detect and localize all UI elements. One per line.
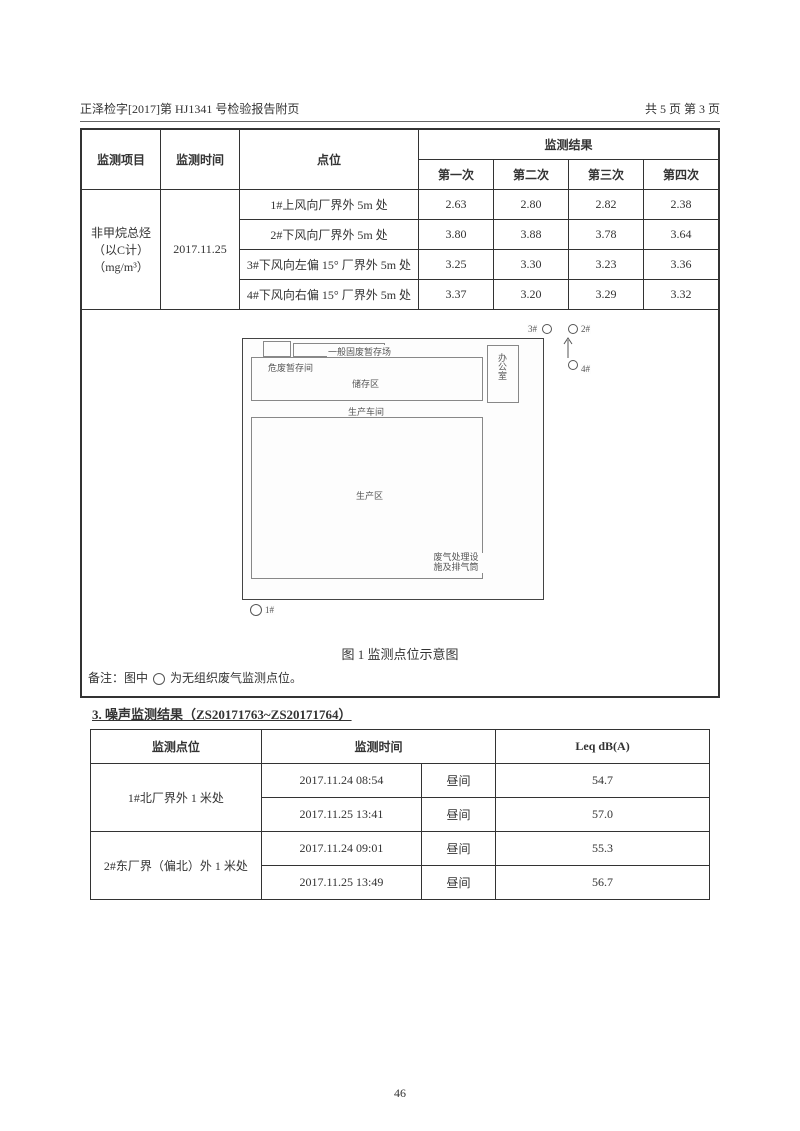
cell-period: 昼间 — [421, 798, 495, 832]
label-3: 3# — [527, 324, 538, 334]
cell-leq: 56.7 — [496, 866, 710, 900]
header-right: 共 5 页 第 3 页 — [645, 100, 720, 117]
col-r4: 第四次 — [644, 160, 719, 190]
col-r1: 第一次 — [419, 160, 494, 190]
factory-boundary: 一般固废暂存场 危废暂存间 储存区 生产车间 生产区 废气处理设施及排气筒 — [242, 338, 544, 600]
col-item: 监测项目 — [82, 130, 161, 190]
label-1: 1# — [264, 605, 275, 615]
cell-val: 2.38 — [644, 190, 719, 220]
col-time: 监测时间 — [261, 730, 495, 764]
legend-circle-icon — [153, 673, 165, 685]
cell-val: 3.78 — [569, 220, 644, 250]
section3-title: 3. 噪声监测结果（ZS20171763~ZS20171764） — [92, 704, 720, 723]
col-point: 监测点位 — [91, 730, 262, 764]
col-leq: Leq dB(A) — [496, 730, 710, 764]
cell-val: 3.80 — [419, 220, 494, 250]
cell-leq: 55.3 — [496, 832, 710, 866]
cell-val: 3.30 — [494, 250, 569, 280]
cell-val: 3.37 — [419, 280, 494, 310]
cell-val: 3.64 — [644, 220, 719, 250]
cell-point: 1#上风向厂界外 5m 处 — [240, 190, 419, 220]
point-3-icon — [542, 324, 552, 334]
cell-point: 4#下风向右偏 15° 厂界外 5m 处 — [240, 280, 419, 310]
cell-point: 2#下风向厂界外 5m 处 — [240, 220, 419, 250]
site-diagram: 3# 2# 4# 1# — [82, 320, 718, 640]
cell-period: 昼间 — [421, 866, 495, 900]
cell-point: 1#北厂界外 1 米处 — [91, 764, 262, 832]
cell-point: 2#东厂界（偏北）外 1 米处 — [91, 832, 262, 900]
noise-table: 监测点位 监测时间 Leq dB(A) 1#北厂界外 1 米处 2017.11.… — [90, 729, 710, 900]
point-2-icon — [568, 324, 578, 334]
diagram-caption: 图 1 监测点位示意图 — [82, 644, 718, 663]
point-4-icon — [568, 360, 578, 370]
point-1-icon — [250, 604, 262, 616]
note-pre: 备注：图中 — [88, 671, 148, 685]
cell-val: 3.88 — [494, 220, 569, 250]
cell-time: 2017.11.24 09:01 — [261, 832, 421, 866]
cell-val: 3.25 — [419, 250, 494, 280]
cell-time: 2017.11.25 13:49 — [261, 866, 421, 900]
label-prod: 生产区 — [355, 489, 384, 502]
cell-val: 2.80 — [494, 190, 569, 220]
diagram-note: 备注：图中 为无组织废气监测点位。 — [84, 669, 718, 686]
page-header: 正泽检字[2017]第 HJ1341 号检验报告附页 共 5 页 第 3 页 — [80, 100, 720, 122]
cell-val: 3.23 — [569, 250, 644, 280]
cell-val: 3.20 — [494, 280, 569, 310]
cell-leq: 57.0 — [496, 798, 710, 832]
label-office: 办公室 — [495, 353, 510, 380]
page-number: 46 — [0, 1086, 800, 1101]
north-arrow-icon — [562, 336, 574, 358]
cell-val: 3.29 — [569, 280, 644, 310]
report-page: 正泽检字[2017]第 HJ1341 号检验报告附页 共 5 页 第 3 页 监… — [0, 0, 800, 1131]
cell-time: 2017.11.24 08:54 — [261, 764, 421, 798]
col-r2: 第二次 — [494, 160, 569, 190]
cell-leq: 54.7 — [496, 764, 710, 798]
cell-val: 2.82 — [569, 190, 644, 220]
col-result: 监测结果 — [419, 130, 719, 160]
cell-val: 2.63 — [419, 190, 494, 220]
cell-period: 昼间 — [421, 832, 495, 866]
col-point: 点位 — [240, 130, 419, 190]
cell-val: 3.32 — [644, 280, 719, 310]
cell-time: 2017.11.25 — [161, 190, 240, 310]
monitoring-table: 监测项目 监测时间 点位 监测结果 第一次 第二次 第三次 第四次 非甲烷总烃（… — [81, 129, 719, 697]
cell-period: 昼间 — [421, 764, 495, 798]
col-time: 监测时间 — [161, 130, 240, 190]
cell-point: 3#下风向左偏 15° 厂界外 5m 处 — [240, 250, 419, 280]
header-left: 正泽检字[2017]第 HJ1341 号检验报告附页 — [80, 100, 299, 117]
col-r3: 第三次 — [569, 160, 644, 190]
label-4: 4# — [580, 364, 591, 374]
cell-item: 非甲烷总烃（以C计）（mg/m³） — [82, 190, 161, 310]
label-2: 2# — [580, 324, 591, 334]
main-frame: 监测项目 监测时间 点位 监测结果 第一次 第二次 第三次 第四次 非甲烷总烃（… — [80, 128, 720, 698]
note-post: 为无组织废气监测点位。 — [170, 671, 302, 685]
label-storage: 储存区 — [351, 377, 380, 390]
cell-time: 2017.11.25 13:41 — [261, 798, 421, 832]
label-exhaust: 废气处理设施及排气筒 — [429, 553, 483, 573]
cell-val: 3.36 — [644, 250, 719, 280]
